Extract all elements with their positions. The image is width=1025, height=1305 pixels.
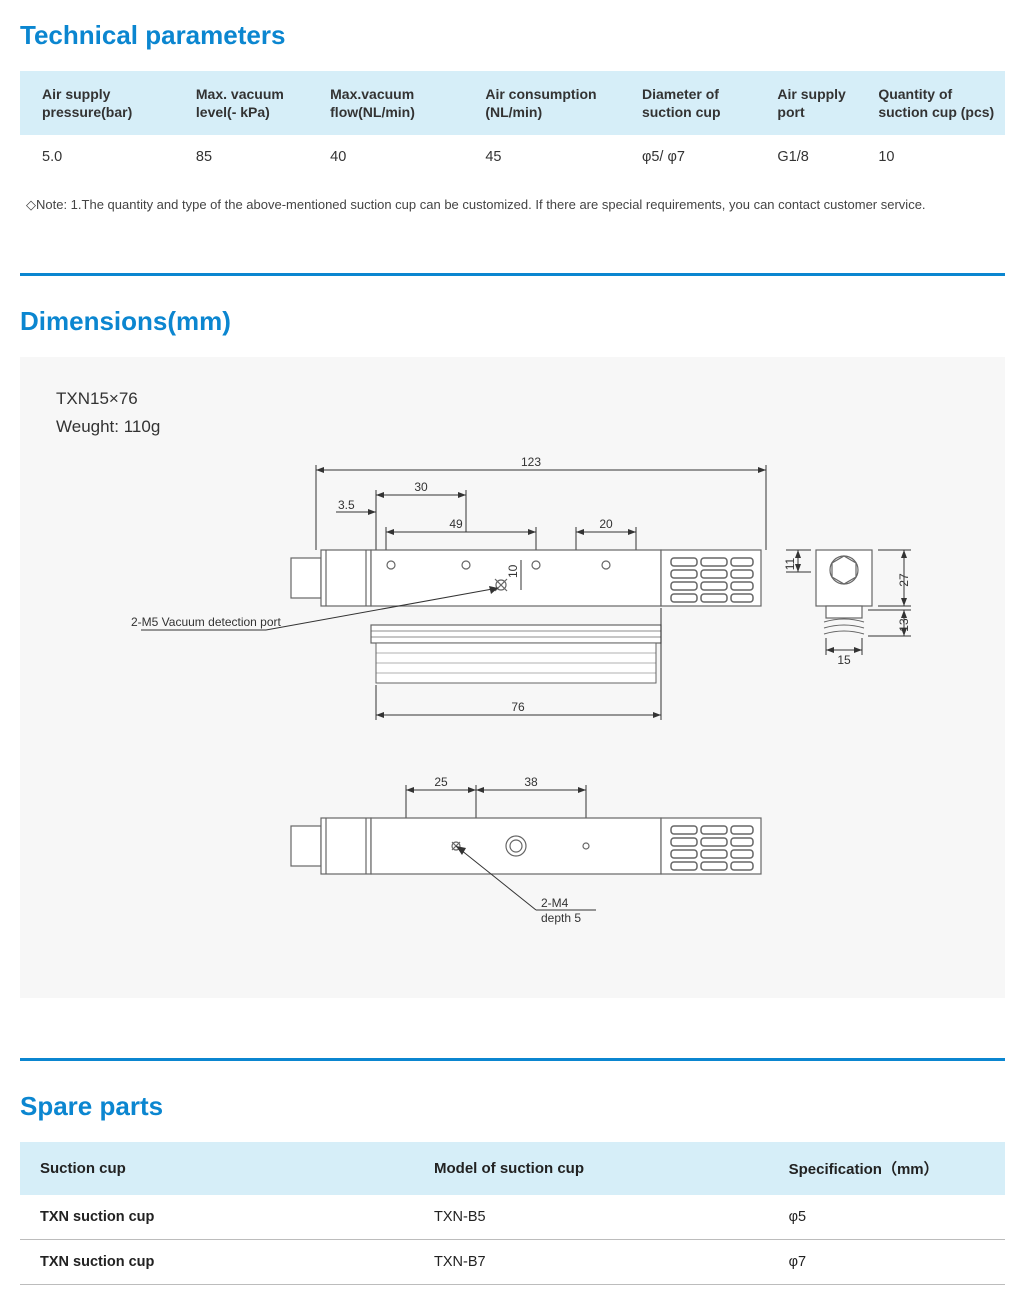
dim-10: 10	[506, 564, 520, 578]
weight-label: Weught: 110g	[56, 417, 160, 436]
spare-parts-table: Suction cup Model of suction cup Specifi…	[20, 1142, 1005, 1285]
td-quantity: 10	[856, 135, 1005, 179]
td-pressure: 5.0	[20, 135, 174, 179]
td-cup-spec: φ5	[769, 1195, 1005, 1240]
spare-parts-title: Spare parts	[20, 1091, 1005, 1122]
td-cup-model: TXN-B7	[414, 1239, 769, 1284]
dim-76: 76	[511, 700, 525, 714]
td-cup-name: TXN suction cup	[20, 1195, 414, 1240]
th-vacuum-flow: Max.vacuum flow(NL/min)	[308, 71, 463, 135]
divider	[20, 273, 1005, 276]
dim-3-5: 3.5	[338, 498, 355, 512]
dim-27: 27	[897, 573, 911, 587]
th-quantity: Quantity of suction cup (pcs)	[856, 71, 1005, 135]
dim-20: 20	[599, 517, 613, 531]
tech-params-table: Air supply pressure(bar) Max. vacuum lev…	[20, 71, 1005, 179]
td-cup-model: TXN-B5	[414, 1195, 769, 1240]
dim-38: 38	[524, 775, 538, 789]
td-diameter: φ5/ φ7	[620, 135, 755, 179]
td-supply-port: G1/8	[755, 135, 856, 179]
td-vacuum-level: 85	[174, 135, 308, 179]
th-air-consumption: Air consumption (NL/min)	[463, 71, 620, 135]
model-label: TXN15×76 Weught: 110g	[56, 385, 969, 439]
th-vacuum-level: Max. vacuum level(- kPa)	[174, 71, 308, 135]
dim-25: 25	[434, 775, 448, 789]
technical-drawing: 123 30 3.5 49	[56, 440, 976, 970]
th-pressure: Air supply pressure(bar)	[20, 71, 174, 135]
dim-30: 30	[414, 480, 428, 494]
th-suction-cup: Suction cup	[20, 1142, 414, 1195]
tech-params-title: Technical parameters	[20, 20, 1005, 51]
table-row: 5.0 85 40 45 φ5/ φ7 G1/8 10	[20, 135, 1005, 179]
th-diameter: Diameter of suction cup	[620, 71, 755, 135]
dimensions-box: TXN15×76 Weught: 110g 123 30	[20, 357, 1005, 997]
dim-123: 123	[521, 455, 541, 469]
dim-49: 49	[449, 517, 463, 531]
td-air-consumption: 45	[463, 135, 620, 179]
td-cup-name: TXN suction cup	[20, 1239, 414, 1284]
dimensions-title: Dimensions(mm)	[20, 306, 1005, 337]
model-name: TXN15×76	[56, 389, 138, 408]
dim-15: 15	[837, 653, 851, 667]
label-depth: depth 5	[541, 911, 581, 925]
table-row: TXN suction cup TXN-B5 φ5	[20, 1195, 1005, 1240]
label-vac-port: 2-M5 Vacuum detection port	[131, 615, 282, 629]
td-cup-spec: φ7	[769, 1239, 1005, 1284]
table-row: TXN suction cup TXN-B7 φ7	[20, 1239, 1005, 1284]
dim-13: 13	[897, 618, 911, 632]
th-supply-port: Air supply port	[755, 71, 856, 135]
td-vacuum-flow: 40	[308, 135, 463, 179]
th-model: Model of suction cup	[414, 1142, 769, 1195]
divider	[20, 1058, 1005, 1061]
drawing-area: 123 30 3.5 49	[56, 440, 969, 970]
th-spec: Specification（mm）	[769, 1142, 1005, 1195]
label-m4: 2-M4	[541, 896, 569, 910]
dim-11: 11	[783, 557, 797, 570]
tech-params-note: ◇Note: 1.The quantity and type of the ab…	[20, 197, 1005, 213]
